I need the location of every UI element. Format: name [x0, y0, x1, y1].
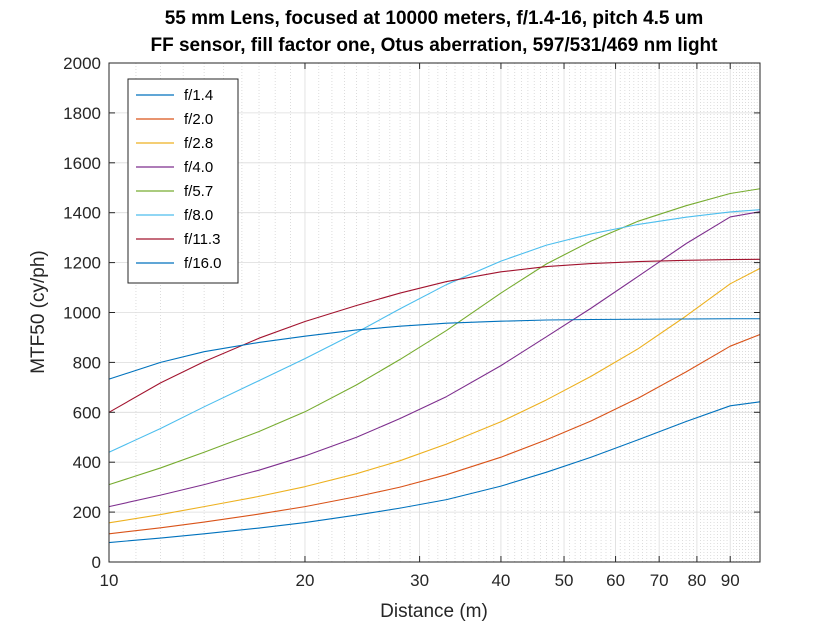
- legend-label: f/1.4: [184, 87, 213, 104]
- x-tick-label: 60: [606, 571, 625, 590]
- y-tick-label: 800: [73, 353, 101, 372]
- x-tick-label: 70: [650, 571, 669, 590]
- y-tick-label: 1200: [63, 254, 101, 273]
- series-line: [108, 318, 760, 380]
- x-tick-label: 30: [410, 571, 429, 590]
- series-line: [108, 211, 761, 508]
- legend-label: f/2.8: [184, 135, 213, 152]
- series-line: [108, 333, 761, 535]
- legend-box: [127, 78, 239, 284]
- grid: [108, 62, 760, 563]
- chart-title-line-2: FF sensor, fill factor one, Otus aberrat…: [151, 35, 719, 56]
- legend-label: f/2.0: [184, 111, 213, 128]
- legend-label: f/11.3: [184, 231, 220, 248]
- y-tick-label: 1800: [63, 104, 101, 123]
- y-tick-label: 400: [73, 453, 101, 472]
- y-tick-label: 0: [92, 553, 101, 572]
- legend-label: f/8.0: [184, 207, 213, 224]
- y-tick-label: 1000: [63, 304, 101, 323]
- y-tick-label: 600: [73, 403, 101, 422]
- y-tick-label: 2000: [63, 54, 101, 73]
- series-line: [108, 258, 761, 413]
- legend-label: f/16.0: [184, 255, 222, 272]
- series-line: [108, 209, 761, 453]
- series-line: [108, 267, 761, 524]
- x-tick-label: 90: [721, 571, 740, 590]
- y-tick-label: 200: [73, 503, 101, 522]
- y-axis-label: MTF50 (cy/ph): [28, 250, 49, 374]
- x-axis-label: Distance (m): [380, 601, 488, 622]
- x-tick-label: 10: [100, 571, 119, 590]
- x-tick-label: 20: [296, 571, 315, 590]
- legend-label: f/5.7: [184, 183, 213, 200]
- y-tick-label: 1400: [63, 204, 101, 223]
- series-line: [108, 188, 761, 486]
- axes: 10 20 30 40 50 60 70 80 90 0 200 400 600 800 1000 1200 1…: [63, 54, 761, 590]
- legend-label: f/4.0: [184, 159, 213, 176]
- x-tick-label: 40: [491, 571, 510, 590]
- x-tick-label: 80: [687, 571, 706, 590]
- y-tick-label: 1600: [63, 154, 101, 173]
- series-lines: [108, 188, 761, 544]
- legend: f/1.4 f/2.0 f/2.8 f/4.0 f/5.7 f/8.0 f/11.3 f/16…: [127, 78, 239, 284]
- x-tick-label: 50: [555, 571, 574, 590]
- series-line: [108, 401, 761, 544]
- chart-title-line-1: 55 mm Lens, focused at 10000 meters, f/1…: [165, 8, 704, 29]
